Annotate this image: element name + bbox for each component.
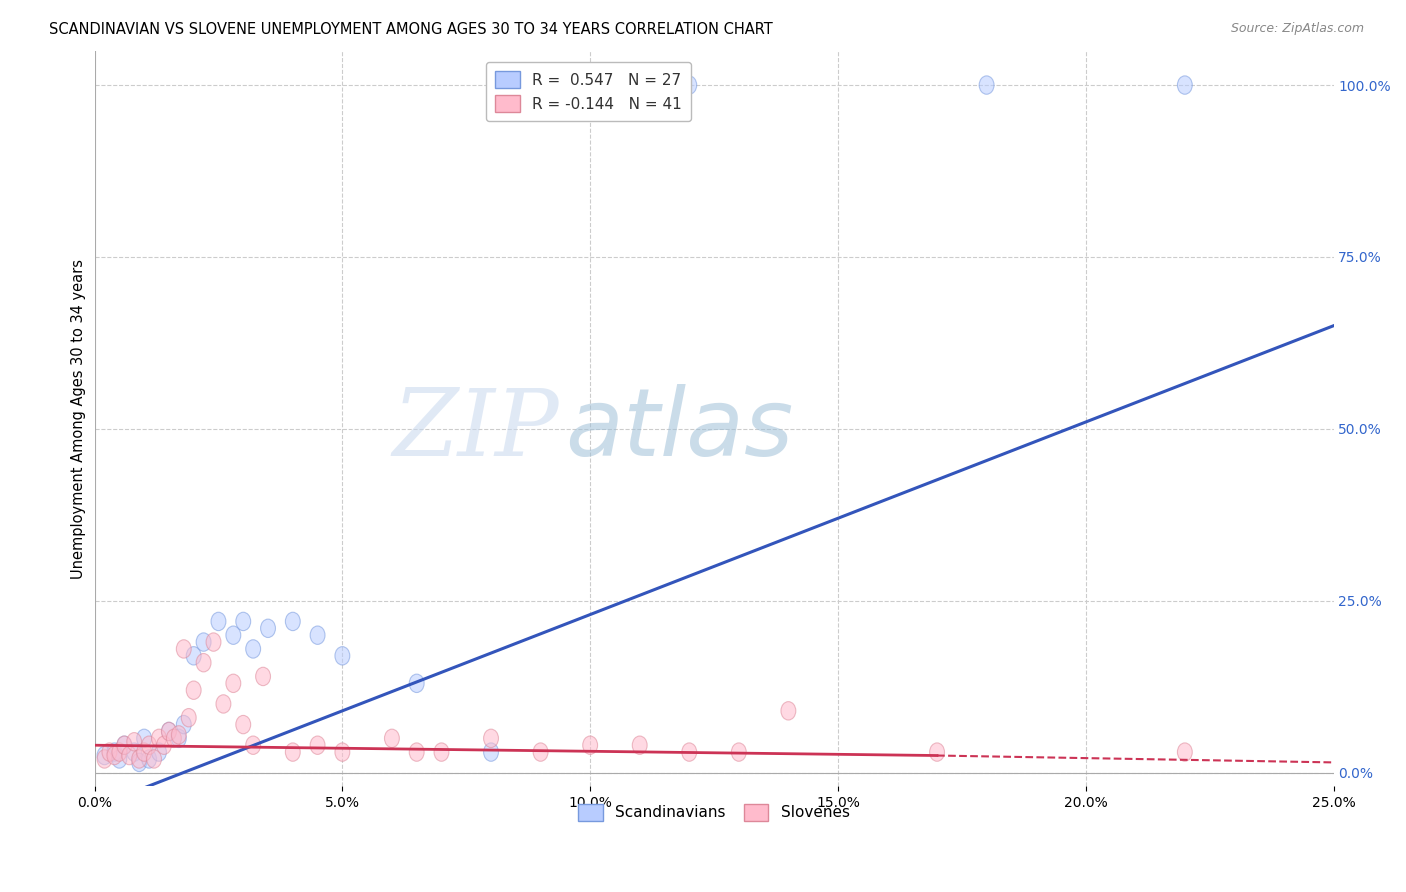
Ellipse shape [176, 715, 191, 734]
Ellipse shape [207, 632, 221, 651]
Ellipse shape [484, 729, 499, 747]
Ellipse shape [236, 715, 250, 734]
Ellipse shape [1177, 743, 1192, 761]
Ellipse shape [533, 743, 548, 761]
Ellipse shape [260, 619, 276, 638]
Ellipse shape [152, 729, 166, 747]
Ellipse shape [335, 647, 350, 665]
Ellipse shape [285, 743, 301, 761]
Ellipse shape [384, 729, 399, 747]
Ellipse shape [172, 726, 186, 744]
Text: atlas: atlas [565, 384, 793, 475]
Ellipse shape [311, 626, 325, 644]
Ellipse shape [117, 736, 132, 755]
Ellipse shape [117, 736, 132, 755]
Ellipse shape [162, 723, 176, 740]
Ellipse shape [181, 708, 197, 727]
Ellipse shape [780, 702, 796, 720]
Ellipse shape [127, 732, 142, 751]
Text: Source: ZipAtlas.com: Source: ZipAtlas.com [1230, 22, 1364, 36]
Ellipse shape [311, 736, 325, 755]
Ellipse shape [226, 674, 240, 692]
Ellipse shape [112, 750, 127, 768]
Ellipse shape [112, 743, 127, 761]
Ellipse shape [682, 76, 697, 95]
Ellipse shape [166, 729, 181, 747]
Ellipse shape [484, 743, 499, 761]
Ellipse shape [929, 743, 945, 761]
Ellipse shape [103, 743, 117, 761]
Legend: Scandinavians, Slovenes: Scandinavians, Slovenes [572, 797, 856, 827]
Text: SCANDINAVIAN VS SLOVENE UNEMPLOYMENT AMONG AGES 30 TO 34 YEARS CORRELATION CHART: SCANDINAVIAN VS SLOVENE UNEMPLOYMENT AMO… [49, 22, 773, 37]
Ellipse shape [1177, 76, 1192, 95]
Ellipse shape [682, 743, 697, 761]
Ellipse shape [142, 736, 156, 755]
Ellipse shape [156, 736, 172, 755]
Ellipse shape [256, 667, 270, 686]
Ellipse shape [142, 750, 156, 768]
Ellipse shape [136, 729, 152, 747]
Ellipse shape [136, 743, 152, 761]
Ellipse shape [217, 695, 231, 713]
Ellipse shape [127, 743, 142, 761]
Ellipse shape [97, 747, 112, 764]
Ellipse shape [122, 747, 136, 764]
Ellipse shape [246, 736, 260, 755]
Ellipse shape [246, 640, 260, 658]
Ellipse shape [176, 640, 191, 658]
Ellipse shape [132, 753, 146, 772]
Ellipse shape [152, 743, 166, 761]
Ellipse shape [226, 626, 240, 644]
Ellipse shape [97, 750, 112, 768]
Ellipse shape [107, 743, 122, 761]
Ellipse shape [211, 612, 226, 631]
Ellipse shape [582, 736, 598, 755]
Ellipse shape [132, 750, 146, 768]
Ellipse shape [335, 743, 350, 761]
Ellipse shape [434, 743, 449, 761]
Ellipse shape [409, 743, 425, 761]
Text: ZIP: ZIP [392, 384, 560, 475]
Ellipse shape [979, 76, 994, 95]
Ellipse shape [731, 743, 747, 761]
Ellipse shape [186, 647, 201, 665]
Ellipse shape [285, 612, 301, 631]
Ellipse shape [633, 736, 647, 755]
Ellipse shape [197, 632, 211, 651]
Ellipse shape [197, 654, 211, 672]
Ellipse shape [172, 729, 186, 747]
Ellipse shape [146, 750, 162, 768]
Ellipse shape [186, 681, 201, 699]
Y-axis label: Unemployment Among Ages 30 to 34 years: Unemployment Among Ages 30 to 34 years [72, 259, 86, 579]
Ellipse shape [107, 747, 122, 764]
Ellipse shape [162, 723, 176, 740]
Ellipse shape [236, 612, 250, 631]
Ellipse shape [409, 674, 425, 692]
